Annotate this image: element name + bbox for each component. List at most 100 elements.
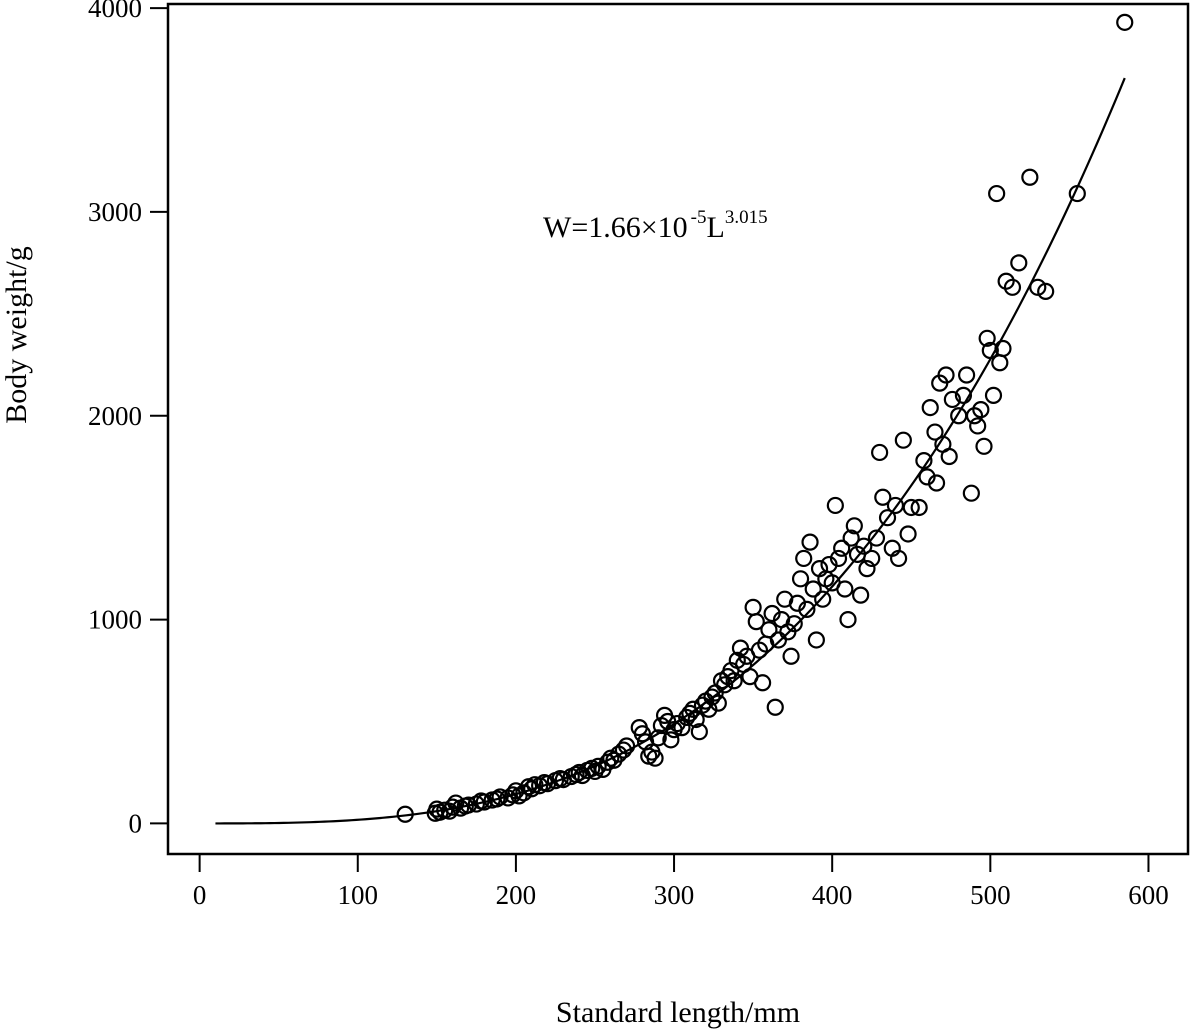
data-point (867, 529, 886, 547)
data-point (878, 509, 897, 527)
data-point (1003, 278, 1022, 296)
data-point (649, 729, 667, 747)
data-point (1010, 254, 1028, 272)
data-point (504, 786, 522, 804)
data-point (709, 694, 727, 712)
data-point (969, 417, 987, 435)
x-tick-label: 600 (1128, 880, 1169, 910)
data-point (863, 549, 881, 568)
x-tick-label: 100 (338, 880, 379, 910)
data-point (894, 431, 912, 449)
x-tick-label: 200 (496, 880, 537, 910)
data-point (798, 600, 816, 618)
data-point (874, 488, 892, 506)
data-point (937, 366, 955, 384)
data-point (795, 549, 813, 568)
data-point (984, 386, 1003, 404)
data-point (829, 549, 848, 568)
data-point (890, 549, 908, 568)
x-tick-label: 0 (193, 880, 207, 910)
equation-exp1: -5 (691, 207, 707, 228)
data-point (791, 570, 810, 588)
data-point (855, 537, 873, 555)
data-point (910, 498, 928, 517)
x-tick-label: 300 (654, 880, 695, 910)
data-point (1037, 282, 1055, 301)
y-tick-label: 4000 (88, 0, 142, 23)
data-point (858, 560, 876, 578)
data-point (673, 719, 691, 737)
x-axis: 0 100 200 300 400 500 600 (193, 854, 1169, 910)
data-point (618, 737, 636, 755)
data-point (602, 749, 620, 767)
data-point (845, 517, 863, 535)
data-point (785, 615, 803, 633)
y-tick-label: 3000 (88, 197, 142, 227)
y-tick-label: 0 (129, 808, 143, 838)
data-point (488, 790, 506, 808)
data-point (804, 580, 822, 598)
equation-annotation: W=1.66×10 -5L3.015 (543, 207, 768, 244)
data-point (991, 354, 1009, 372)
data-point (950, 407, 968, 425)
data-point (833, 539, 851, 557)
data-point (978, 329, 996, 347)
y-axis: 0 1000 2000 3000 4000 (88, 0, 168, 838)
x-tick-label: 400 (812, 880, 853, 910)
y-tick-label: 2000 (88, 401, 142, 431)
data-point (766, 698, 784, 716)
equation-exp2: 3.015 (725, 207, 768, 228)
data-point (814, 590, 832, 608)
data-point (954, 386, 973, 404)
data-point (994, 339, 1012, 358)
data-point (475, 793, 493, 811)
data-point (690, 723, 708, 741)
data-point (981, 341, 999, 360)
x-tick-label: 500 (970, 880, 1011, 910)
data-point (447, 794, 465, 812)
y-axis-title: Body weight/g (0, 246, 33, 424)
equation-prefix: W=1.66×10 (543, 211, 688, 244)
data-point (747, 613, 765, 631)
data-point (633, 725, 652, 743)
data-point (646, 749, 664, 767)
data-point (750, 641, 769, 659)
data-point (852, 586, 870, 604)
data-point (1029, 278, 1047, 296)
data-point (926, 423, 944, 441)
data-point (491, 788, 509, 806)
data-point (687, 710, 705, 729)
data-point (1068, 184, 1086, 203)
data-point (836, 580, 854, 598)
data-point (972, 401, 990, 419)
data-point (782, 647, 800, 665)
data-point (396, 805, 414, 823)
data-point (1021, 168, 1039, 186)
data-point (725, 672, 743, 690)
data-point (567, 765, 585, 784)
y-tick-label: 1000 (88, 605, 142, 635)
data-point (807, 631, 825, 649)
data-point (975, 437, 993, 455)
data-point (754, 674, 772, 692)
x-axis-title: Standard length/mm (556, 996, 800, 1029)
data-point (744, 598, 762, 616)
data-point (716, 676, 734, 694)
plot-frame (166, 2, 1190, 856)
data-point (965, 407, 984, 425)
data-points (396, 13, 1134, 823)
data-point (997, 272, 1015, 290)
data-point (921, 398, 939, 417)
data-point (1116, 13, 1134, 31)
data-point (614, 741, 633, 759)
data-point (943, 390, 961, 409)
data-point (899, 525, 917, 543)
data-point (886, 496, 905, 515)
data-point (902, 498, 920, 517)
data-point (927, 474, 946, 492)
data-point (662, 731, 680, 749)
data-point (760, 621, 778, 639)
data-point (988, 184, 1006, 203)
data-point (801, 533, 819, 551)
